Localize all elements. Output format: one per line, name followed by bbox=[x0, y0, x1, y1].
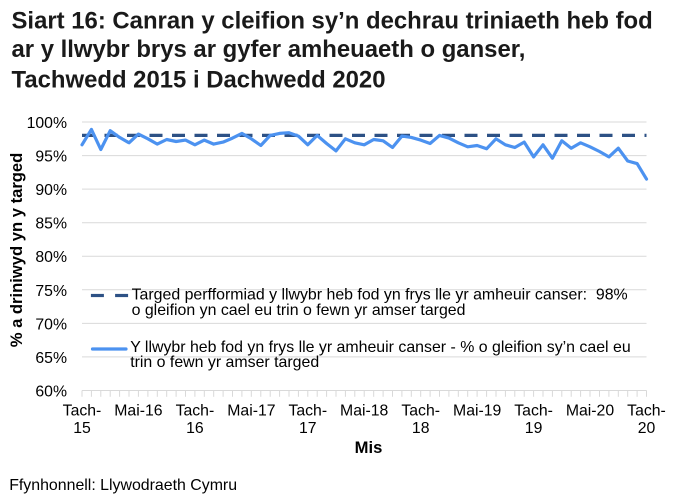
svg-text:Y llwybr heb fod yn frys lle y: Y llwybr heb fod yn frys lle yr amheuir … bbox=[130, 339, 631, 356]
svg-text:18: 18 bbox=[412, 420, 430, 437]
svg-text:Mis: Mis bbox=[355, 438, 383, 457]
svg-text:Mai-20: Mai-20 bbox=[566, 403, 614, 420]
svg-text:95%: 95% bbox=[35, 149, 67, 166]
svg-text:80%: 80% bbox=[35, 249, 67, 266]
svg-text:o gleifion yn cael eu trin o f: o gleifion yn cael eu trin o fewn yr ams… bbox=[132, 302, 466, 319]
svg-text:Mai-16: Mai-16 bbox=[114, 403, 162, 420]
svg-text:Tach-: Tach- bbox=[288, 403, 327, 420]
svg-text:Ffynhonnell: Llywodraeth Cymru: Ffynhonnell: Llywodraeth Cymru bbox=[9, 477, 237, 494]
svg-text:16: 16 bbox=[186, 420, 204, 437]
svg-text:15: 15 bbox=[73, 420, 91, 437]
svg-text:17: 17 bbox=[299, 420, 317, 437]
svg-text:85%: 85% bbox=[35, 216, 67, 233]
svg-text:ar y llwybr brys ar gyfer amhe: ar y llwybr brys ar gyfer amheuaeth o ga… bbox=[12, 36, 526, 63]
svg-text:20: 20 bbox=[638, 420, 656, 437]
svg-text:65%: 65% bbox=[35, 350, 67, 367]
svg-text:Tachwedd 2015 i Dachwedd 2020: Tachwedd 2015 i Dachwedd 2020 bbox=[12, 67, 386, 94]
svg-text:Mai-18: Mai-18 bbox=[340, 403, 388, 420]
svg-text:Tach-: Tach- bbox=[176, 403, 215, 420]
svg-text:70%: 70% bbox=[35, 316, 67, 333]
svg-text:Mai-17: Mai-17 bbox=[227, 403, 275, 420]
svg-text:19: 19 bbox=[525, 420, 543, 437]
svg-text:trin o fewn yr amser targed: trin o fewn yr amser targed bbox=[130, 354, 319, 371]
svg-text:Siart 16: Canran y cleifion sy: Siart 16: Canran y cleifion sy’n dechrau… bbox=[12, 8, 653, 35]
svg-text:Targed perfformiad y llwybr he: Targed perfformiad y llwybr heb fod yn f… bbox=[132, 286, 628, 303]
svg-text:100%: 100% bbox=[27, 115, 67, 132]
svg-text:Mai-19: Mai-19 bbox=[453, 403, 501, 420]
svg-text:75%: 75% bbox=[35, 283, 67, 300]
svg-text:% a driniwyd yn y targed: % a driniwyd yn y targed bbox=[7, 153, 26, 348]
svg-text:Tach-: Tach- bbox=[514, 403, 553, 420]
svg-text:90%: 90% bbox=[35, 182, 67, 199]
svg-text:Tach-: Tach- bbox=[63, 403, 102, 420]
svg-text:Tach-: Tach- bbox=[401, 403, 440, 420]
svg-text:60%: 60% bbox=[35, 384, 67, 401]
svg-text:Tach-: Tach- bbox=[627, 403, 666, 420]
